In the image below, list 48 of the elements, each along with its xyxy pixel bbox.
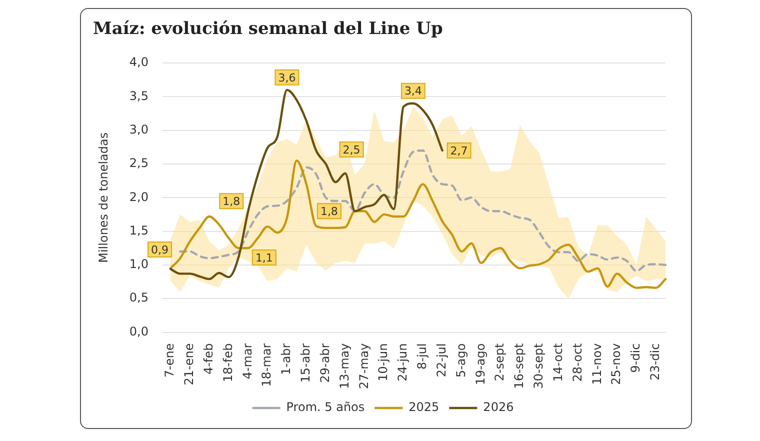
x-tick-label: 16-sept — [512, 342, 526, 389]
x-tick-label: 2-sept — [492, 342, 507, 382]
y-tick-label: 3,5 — [129, 88, 148, 103]
y-tick-label: 1,5 — [129, 223, 148, 238]
x-tick-label: 19-ago — [473, 343, 488, 386]
y-axis-title: Millones de toneladas — [96, 132, 110, 263]
legend-label: 2026 — [483, 400, 514, 414]
y-tick-label: 1,0 — [129, 257, 148, 272]
y-tick-label: 0,5 — [129, 290, 148, 305]
x-tick-label: 4-feb — [201, 343, 216, 374]
x-tick-label: 15-abr — [298, 343, 313, 383]
x-tick-label: 13-may — [337, 343, 352, 390]
x-tick-label: 9-dic — [628, 343, 643, 373]
x-tick-label: 8-jul — [415, 343, 430, 370]
data-label: 1,1 — [255, 251, 273, 264]
y-tick-label: 2,0 — [129, 190, 148, 204]
x-tick-label: 29-abr — [318, 343, 332, 383]
legend-label: 2025 — [408, 400, 440, 414]
x-tick-label: 27-may — [356, 343, 371, 390]
data-label: 2,7 — [450, 144, 468, 158]
data-label: 3,4 — [404, 84, 422, 98]
x-tick-label: 1-abr — [279, 343, 294, 376]
y-tick-label: 0,0 — [129, 324, 148, 338]
x-tick-label: 11-nov — [590, 343, 604, 385]
y-tick-label: 4,0 — [129, 55, 148, 70]
x-tick-label: 10-jun — [376, 343, 390, 382]
x-tick-label: 21-ene — [182, 343, 196, 386]
data-label: 1,8 — [320, 204, 338, 218]
data-label: 0,9 — [150, 243, 168, 256]
data-label: 3,6 — [278, 71, 296, 84]
x-tick-label: 4-mar — [240, 343, 254, 380]
chart-title: Maíz: evolución semanal del Line Up — [93, 19, 444, 39]
x-tick-label: 23-dic — [648, 343, 662, 380]
y-tick-label: 2,5 — [129, 156, 148, 170]
legend-label: Prom. 5 años — [286, 400, 365, 414]
x-tick-label: 30-sept — [532, 342, 546, 389]
x-tick-label: 24-jun — [396, 343, 410, 382]
x-tick-label: 5-ago — [454, 343, 468, 378]
x-tick-label: 28-oct — [570, 342, 584, 382]
x-tick-label: 18-feb — [220, 343, 235, 382]
x-tick-label: 25-nov — [609, 343, 624, 385]
data-label: 2,5 — [342, 143, 360, 156]
x-tick-label: 7-ene — [162, 343, 177, 378]
data-label: 1,8 — [222, 194, 240, 208]
x-tick-label: 22-jul — [434, 343, 448, 378]
x-tick-label: 14-oct — [550, 342, 565, 382]
y-tick-label: 3,0 — [129, 122, 148, 136]
x-tick-label: 18-mar — [260, 343, 274, 387]
